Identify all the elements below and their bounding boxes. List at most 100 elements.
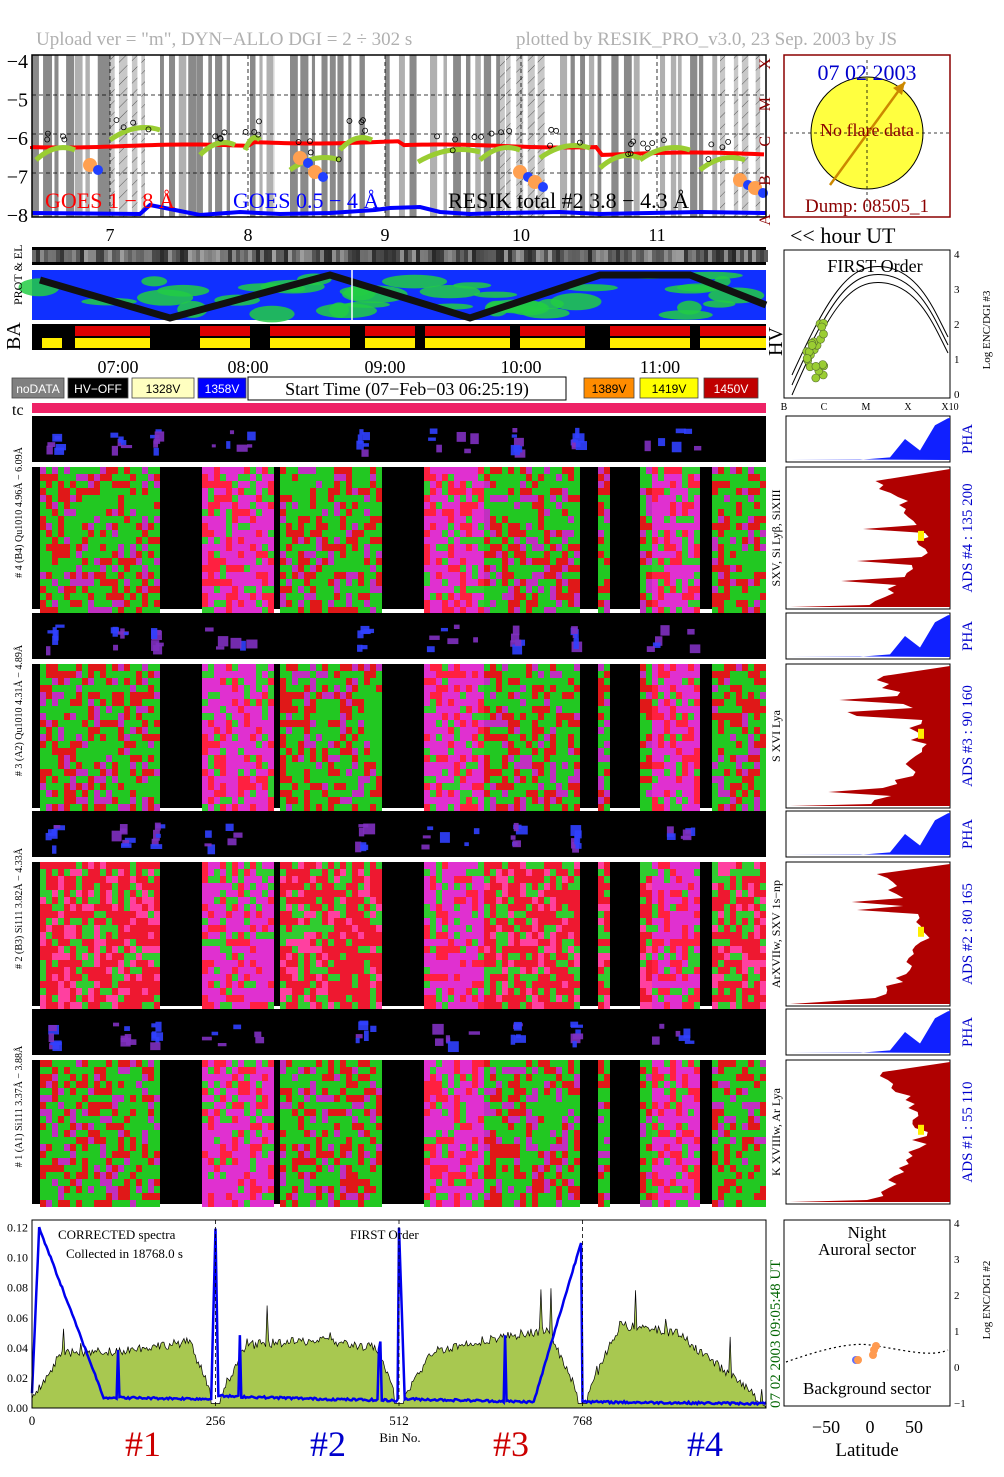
legend-goes-long: GOES 1 − 8 Å xyxy=(45,188,175,213)
voltage-legend-item xyxy=(583,377,635,399)
latitude-xlabel: Latitude xyxy=(835,1440,898,1461)
resik-curve-segment xyxy=(242,135,262,152)
voltage-legend-label: 1328V xyxy=(146,382,181,396)
upload-version-text: Upload ver = "m", DYN−ALLO DGI = 2 ÷ 302… xyxy=(36,29,412,50)
hour-tick: 10 xyxy=(512,225,530,245)
spectrum-y-ticks: 0.12 0.10 0.08 0.06 0.04 0.02 0.00 xyxy=(7,1221,28,1415)
spectrum-collected: Collected in 18768.0 s xyxy=(66,1246,183,1261)
hour-tick: 7 xyxy=(106,225,115,245)
channel-pha-label: PHA xyxy=(960,1017,976,1047)
latitude-xtick: 0 xyxy=(866,1417,875,1437)
channel-label-1: #1 xyxy=(125,1424,161,1464)
first-order-xtick: C xyxy=(821,402,828,413)
first-order-xtick: X xyxy=(904,402,912,413)
latitude-ytick: 1 xyxy=(954,1326,960,1338)
first-order-ytick: 3 xyxy=(954,284,960,296)
latitude-ytick: 0 xyxy=(954,1362,960,1374)
prot-el-label: PROT & EL xyxy=(11,245,25,305)
channel-ads-label: ADS #1 : 55 110 xyxy=(960,1081,976,1182)
hour-tick: 8 xyxy=(244,225,253,245)
goes-ytick: −8 xyxy=(7,205,28,227)
spectrum-ytick: 0.04 xyxy=(7,1341,28,1355)
resik-curve-segment xyxy=(34,145,76,162)
goes-class-letter: A xyxy=(757,214,774,226)
channel-range-label: # 2 (B3) Si111 3.82Å − 4.33Å xyxy=(13,847,25,969)
goes-ytick: −7 xyxy=(7,167,28,189)
channel-label-2: #2 xyxy=(310,1424,346,1464)
first-order-xtick: M xyxy=(862,402,871,413)
latitude-ytick: 4 xyxy=(954,1218,960,1230)
first-order-xtick: X10 xyxy=(941,402,958,413)
latitude-panel: Night Auroral sector Background sector 4… xyxy=(783,1218,993,1461)
channel-label-3: #3 xyxy=(493,1424,529,1464)
sun-date: 07 02 2003 xyxy=(818,60,917,85)
ads-histogram xyxy=(790,864,950,1004)
ba-label: BA xyxy=(3,322,25,350)
spectrum-xtick: 256 xyxy=(206,1413,226,1428)
sun-dump: Dump: 08505_1 xyxy=(805,196,929,217)
resik-blue-point xyxy=(93,165,103,175)
latitude-ylabel: Log ENC/DGI #2 xyxy=(981,1261,993,1340)
voltage-legend-bar: noDATA HV−OFF 1328V 1358V 1389V 1419V 1450V xyxy=(11,377,759,399)
pha-histogram xyxy=(790,615,950,657)
latitude-points xyxy=(854,1342,880,1364)
hour-tick: 11 xyxy=(648,225,665,245)
channel-range-label: # 3 (A2) Qu1010 4.31Å − 4.89Å xyxy=(13,644,25,776)
resik-curve-segment xyxy=(698,155,746,172)
voltage-legend-item xyxy=(639,377,699,399)
goes-ytick: −4 xyxy=(7,51,28,73)
channel-label-4: #4 xyxy=(687,1424,723,1464)
first-order-points xyxy=(802,318,829,383)
spectrum-ytick: 0.08 xyxy=(7,1281,28,1295)
spectrum-ytick: 0.10 xyxy=(7,1251,28,1265)
goes-class-letter: B xyxy=(757,175,774,186)
goes-ytick: −5 xyxy=(7,90,28,112)
hour-tick-labels: 7 8 9 10 11 xyxy=(106,225,666,245)
channel-pha-label: PHA xyxy=(960,819,976,849)
channel-range-label: # 4 (B4) Qu1010 4.96Å − 6.09Å xyxy=(13,446,25,577)
resik-blue-point xyxy=(538,182,548,192)
latitude-auroral: Auroral sector xyxy=(818,1240,916,1259)
resik-curve-segment xyxy=(416,147,481,165)
pha-strip xyxy=(32,811,766,857)
pha-histogram xyxy=(790,813,950,855)
pha-strip xyxy=(32,613,766,659)
spectrum-ytick: 0.00 xyxy=(7,1401,28,1415)
spectrum-xlabel: Bin No. xyxy=(379,1430,420,1445)
resik-curve-segment xyxy=(638,145,691,163)
pha-strip xyxy=(32,1009,766,1055)
channel-ads-label: ADS #2 : 80 165 xyxy=(960,883,976,985)
voltage-legend-item xyxy=(67,377,129,399)
voltage-legend-label: 1389V xyxy=(592,382,627,396)
first-order-ytick: 2 xyxy=(954,319,960,331)
voltage-legend-label: HV−OFF xyxy=(74,382,122,396)
channel-lines-label: K XVIIIw, Ar Lya xyxy=(769,1087,783,1176)
voltage-legend-item xyxy=(11,377,65,399)
resik-curve-segment xyxy=(198,140,237,157)
spectrum-order: FIRST Order xyxy=(350,1227,419,1242)
sun-panel: 07 02 2003 No flare data Dump: 08505_1 xyxy=(783,54,951,218)
resik-blue-point xyxy=(318,172,328,182)
time-tick-labels: 07:00 08:00 09:00 10:00 11:00 xyxy=(97,357,680,377)
pha-strip xyxy=(32,416,766,462)
resik-curve-segment xyxy=(598,153,641,170)
spectrum-ytick: 0.12 xyxy=(7,1221,28,1235)
legend-resik: RESIK total #2 3.8 − 4.3 Å xyxy=(448,188,689,213)
spectrum-ytick: 0.06 xyxy=(7,1311,28,1325)
hv-label: HV xyxy=(765,327,787,356)
ads-histogram xyxy=(790,1062,950,1202)
time-tick: 11:00 xyxy=(640,357,680,377)
goes-ytick: −6 xyxy=(7,128,28,150)
channel-lines-label: SXV, Si Lyβ, SiXIII xyxy=(769,490,783,587)
voltage-legend-item xyxy=(197,377,247,399)
goes-class-letter: M xyxy=(757,97,774,111)
time-tick: 07:00 xyxy=(97,357,138,377)
voltage-legend-label: 1358V xyxy=(205,382,240,396)
resik-curve-segment xyxy=(288,155,341,173)
hour-ut-label: << hour UT xyxy=(790,223,896,248)
goes-class-letter: X xyxy=(757,58,774,70)
channel-pha-label: PHA xyxy=(960,424,976,454)
channel-lines-label: ArXVIIw, SXV 1s−np xyxy=(769,880,783,988)
spectrum-xtick: 0 xyxy=(29,1413,36,1428)
